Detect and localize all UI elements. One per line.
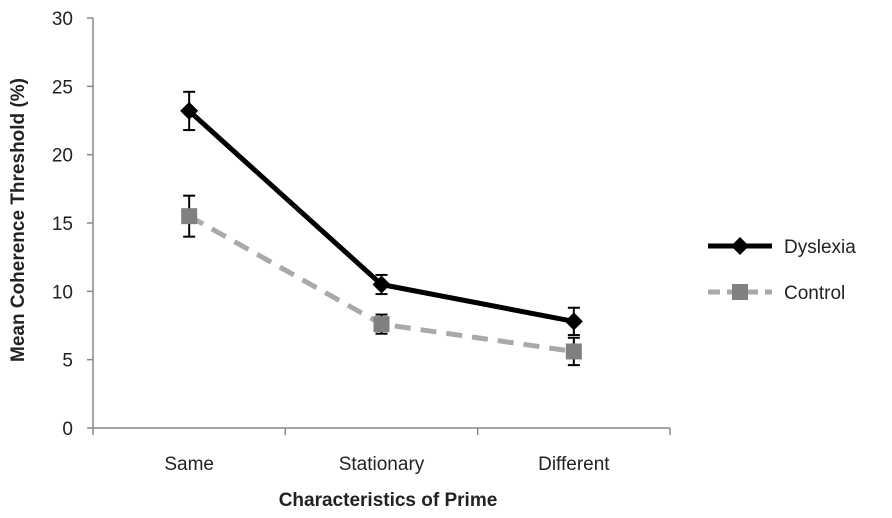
- data-point: [373, 316, 390, 333]
- y-tick-label: 0: [62, 419, 73, 440]
- legend-marker: [732, 284, 748, 300]
- y-tick-label: 20: [52, 146, 73, 167]
- y-tick-label: 15: [52, 214, 73, 235]
- axes: 0 5 10 15 20 25 30 Same Stationary Different: [52, 9, 671, 475]
- x-tick-label: Stationary: [339, 454, 425, 475]
- series-layer: [180, 90, 583, 367]
- legend-item-dyslexia: Dyslexia: [708, 237, 856, 258]
- x-tick-label: Same: [164, 454, 214, 475]
- series-control: [181, 194, 582, 367]
- data-point: [181, 208, 198, 225]
- legend-label: Control: [784, 283, 845, 304]
- legend: Dyslexia Control: [708, 237, 856, 304]
- data-point: [565, 343, 582, 360]
- y-tick-label: 25: [52, 77, 73, 98]
- legend-item-control: Control: [708, 283, 845, 304]
- y-tick-label: 5: [62, 351, 73, 372]
- y-tick-label: 10: [52, 282, 73, 303]
- legend-label: Dyslexia: [784, 237, 856, 258]
- legend-marker: [731, 237, 749, 255]
- x-tick-label: Different: [538, 454, 610, 475]
- data-point: [564, 312, 583, 331]
- data-point: [372, 275, 391, 294]
- y-axis-title: Mean Coherence Threshold (%): [8, 78, 29, 362]
- data-point: [180, 101, 199, 120]
- series-dyslexia: [180, 90, 583, 337]
- x-axis-title: Characteristics of Prime: [279, 490, 498, 511]
- y-tick-label: 30: [52, 9, 73, 30]
